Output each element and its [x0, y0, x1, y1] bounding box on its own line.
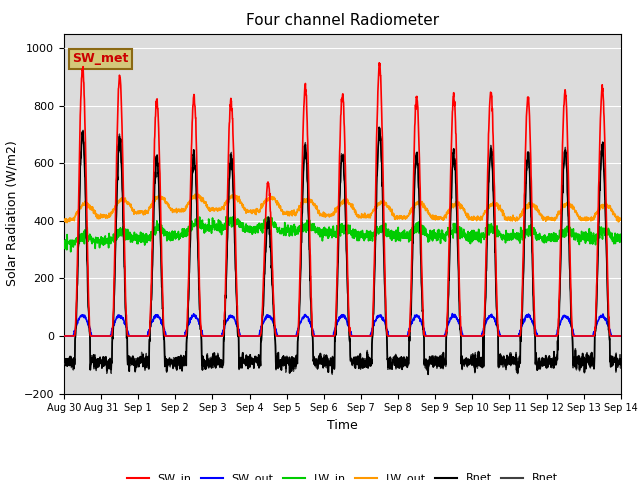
Text: SW_met: SW_met: [72, 52, 129, 65]
X-axis label: Time: Time: [327, 419, 358, 432]
Title: Four channel Radiometer: Four channel Radiometer: [246, 13, 439, 28]
Legend: SW_in, SW_out, LW_in, LW_out, Rnet, Rnet: SW_in, SW_out, LW_in, LW_out, Rnet, Rnet: [122, 469, 563, 480]
Y-axis label: Solar Radiation (W/m2): Solar Radiation (W/m2): [5, 141, 18, 287]
